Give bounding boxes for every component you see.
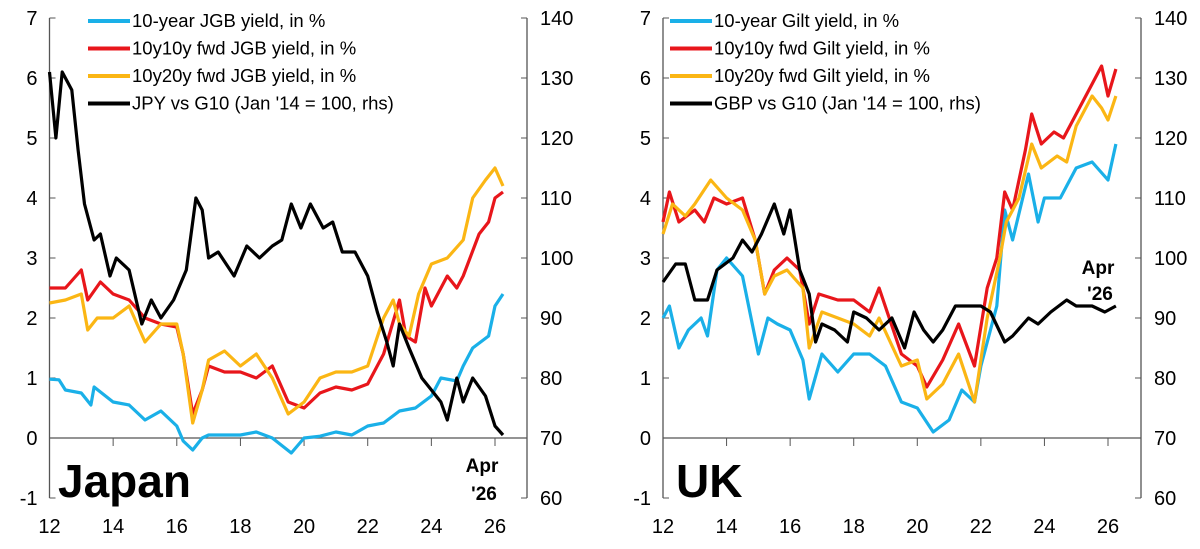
right-tick-label: 90 [540,308,562,330]
series-line-2 [661,94,1118,404]
x-tick-label: 14 [102,516,124,538]
right-tick-label: 80 [540,368,562,390]
right-tick-label: 120 [540,128,573,150]
left-tick-label: 4 [640,188,651,210]
panel-label: UK [676,455,742,507]
right-tick-label: 70 [1154,428,1176,450]
right-tick-label: 90 [1154,308,1176,330]
left-tick-label: 6 [26,68,37,90]
left-tick-label: 4 [26,188,37,210]
legend-label-1: 10y10y fwd Gilt yield, in % [714,38,930,59]
legend-label-2: 10y20y fwd JGB yield, in % [132,65,356,86]
x-tick-label: 16 [166,516,188,538]
x-tick-label: 14 [715,516,737,538]
x-tick-label: 18 [229,516,251,538]
right-tick-label: 70 [540,428,562,450]
x-tick-label: 24 [1033,516,1055,538]
right-tick-label: 100 [540,248,573,270]
series-line-3 [47,70,505,437]
x-tick-label: 16 [779,516,801,538]
left-tick-label: 3 [26,248,37,270]
right-tick-label: 60 [1154,488,1176,510]
series-line-0 [49,293,505,455]
left-tick-label: 0 [26,428,37,450]
legend-label-1: 10y10y fwd JGB yield, in % [132,38,356,59]
left-tick-label: 6 [640,68,651,90]
x-tick-label: 18 [843,516,865,538]
right-tick-label: 140 [1154,8,1187,30]
right-tick-label: 120 [1154,128,1187,150]
x-tick-label: 12 [652,516,674,538]
left-tick-label: -1 [20,488,38,510]
series-line-1 [49,190,504,416]
series-line-3 [661,202,1117,350]
right-tick-label: 80 [1154,368,1176,390]
right-tick-label: 100 [1154,248,1187,270]
end-annotation-month: Apr [1082,258,1115,279]
x-tick-label: 12 [38,516,60,538]
x-tick-label: 22 [357,516,379,538]
right-tick-label: 130 [540,68,573,90]
legend-label-3: GBP vs G10 (Jan '14 = 100, rhs) [714,93,981,114]
panel-label: Japan [58,455,191,507]
legend-label-0: 10-year Gilt yield, in % [714,10,899,31]
right-tick-label: 130 [1154,68,1187,90]
x-tick-label: 24 [420,516,442,538]
left-tick-label: 2 [26,308,37,330]
legend-label-3: JPY vs G10 (Jan '14 = 100, rhs) [132,93,394,114]
x-tick-label: 22 [970,516,992,538]
left-tick-label: 7 [26,8,37,30]
left-tick-label: 5 [26,128,37,150]
legend-label-0: 10-year JGB yield, in % [132,10,325,31]
x-tick-label: 26 [1097,516,1119,538]
right-tick-label: 110 [1154,188,1186,210]
left-tick-label: 3 [640,248,651,270]
right-tick-label: 140 [540,8,573,30]
end-annotation-month: Apr [466,456,499,477]
left-tick-label: 1 [26,368,37,390]
series-line-0 [661,143,1118,434]
left-tick-label: 1 [640,368,651,390]
left-tick-label: -1 [633,488,651,510]
right-tick-label: 60 [540,488,562,510]
left-tick-label: 2 [640,308,651,330]
end-annotation-year: '26 [471,484,497,505]
x-tick-label: 26 [484,516,506,538]
end-annotation-year: '26 [1087,284,1113,305]
legend-label-2: 10y20y fwd Gilt yield, in % [714,65,930,86]
left-tick-label: 0 [640,428,651,450]
left-tick-label: 7 [640,8,651,30]
x-tick-label: 20 [293,516,315,538]
right-tick-label: 110 [540,188,572,210]
series-line-2 [49,166,505,425]
left-tick-label: 5 [640,128,651,150]
x-tick-label: 20 [906,516,928,538]
